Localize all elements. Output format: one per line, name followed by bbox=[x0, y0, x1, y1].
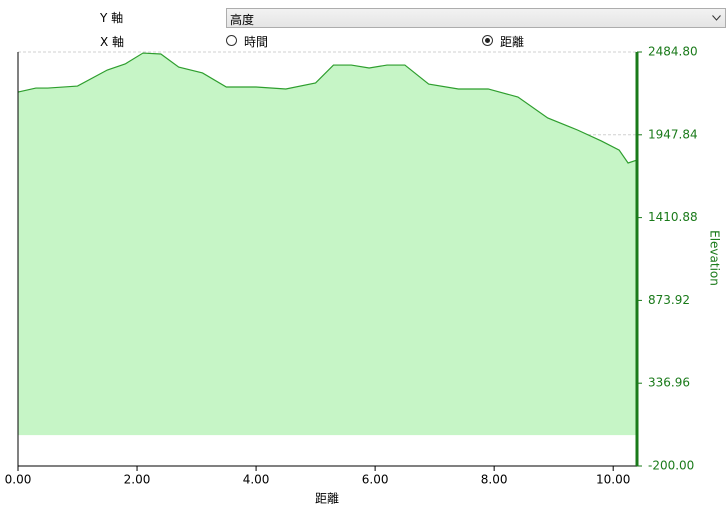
x-tick-label: 0.00 bbox=[5, 473, 32, 487]
y-tick-label: -200.00 bbox=[648, 459, 694, 473]
x-axis-label: X 軸 bbox=[100, 35, 125, 49]
radio-label[interactable]: 時間 bbox=[244, 35, 269, 49]
area-line bbox=[17, 52, 638, 164]
x-tick-label: 6.00 bbox=[362, 473, 389, 487]
area-fill bbox=[18, 53, 637, 436]
y-tick-label: 873.92 bbox=[648, 293, 690, 307]
y-tick-label: 2484.80 bbox=[648, 45, 698, 59]
y-tick-label: 1947.84 bbox=[648, 127, 698, 141]
radio-distance[interactable] bbox=[482, 35, 493, 46]
y-axis-title: Elevation bbox=[708, 230, 722, 286]
y-axis-select[interactable]: 高度 bbox=[226, 8, 726, 28]
radio-label[interactable]: 距離 bbox=[500, 35, 525, 49]
y-tick-label: 336.96 bbox=[648, 376, 690, 390]
x-axis-title: 距離 bbox=[315, 492, 339, 506]
x-tick-label: 8.00 bbox=[481, 473, 508, 487]
x-tick-label: 2.00 bbox=[124, 473, 151, 487]
x-tick-label: 10.00 bbox=[596, 473, 630, 487]
radio-time[interactable] bbox=[226, 35, 237, 46]
y-axis-label: Y 軸 bbox=[100, 11, 124, 25]
select-value: 高度 bbox=[230, 13, 255, 27]
x-tick-label: 4.00 bbox=[243, 473, 270, 487]
chevron bbox=[712, 15, 721, 21]
y-tick-label: 1410.88 bbox=[648, 210, 698, 224]
